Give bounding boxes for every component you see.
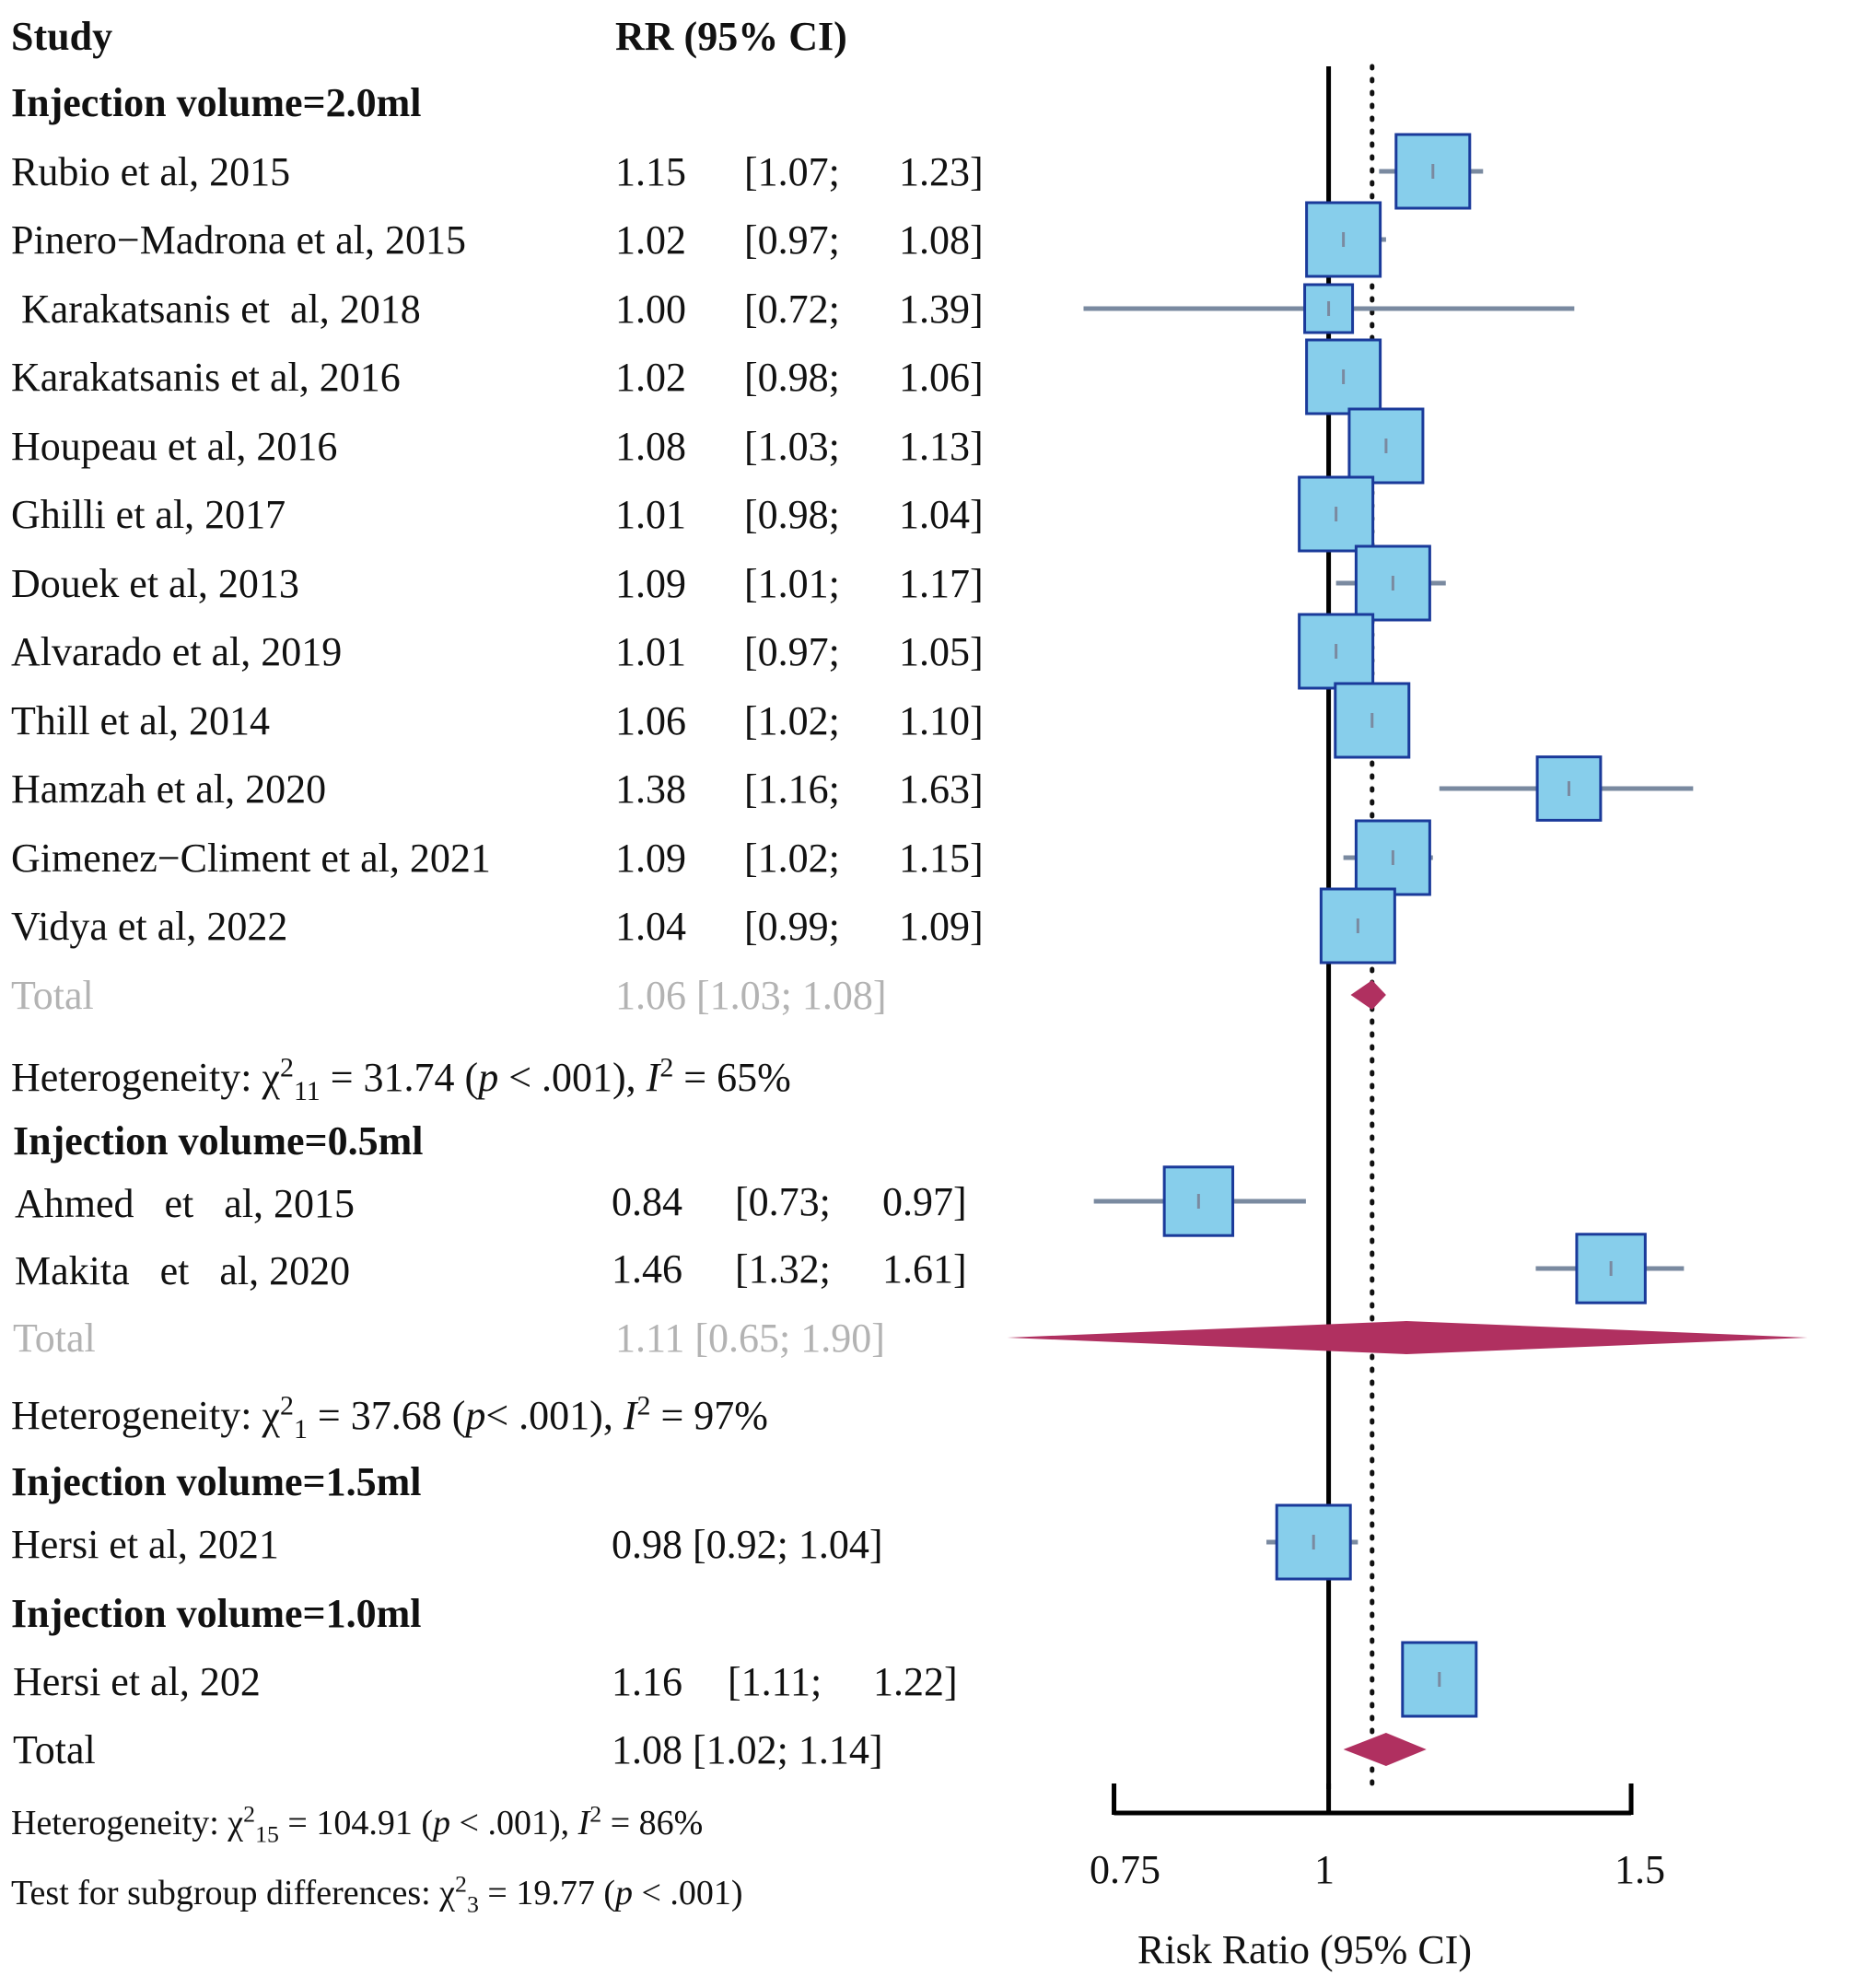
study-name: Thill et al, 2014	[11, 698, 271, 743]
study-rr: 1.02	[615, 355, 686, 400]
rr-column-header: RR (95% CI)	[615, 14, 847, 59]
study-effect-box	[1305, 201, 1382, 278]
study-rr: 1.16	[612, 1659, 682, 1704]
study-ci-low: [0.72;	[744, 287, 840, 332]
study-ci-low: [1.16;	[744, 766, 840, 812]
study-ci-low: [1.32;	[735, 1246, 831, 1292]
study-rr: 0.84	[612, 1179, 682, 1224]
study-name: Gimenez−Climent et al, 2021	[11, 836, 491, 881]
x-tick-label: 1	[1314, 1847, 1335, 1892]
study-ci-low: [1.11;	[728, 1659, 822, 1704]
subgroup-total-label: Total	[11, 973, 94, 1018]
subgroup-total-diamond	[1007, 1321, 1808, 1354]
study-ci-high: 1.22]	[873, 1659, 958, 1704]
subgroup-label: Injection volume=1.5ml	[11, 1459, 422, 1504]
study-name: Rubio et al, 2015	[11, 149, 291, 194]
study-ci-high: 1.17]	[899, 561, 984, 606]
study-ci-low: [1.02;	[744, 836, 840, 881]
study-ci-high: 1.63]	[899, 766, 984, 812]
subgroup-label: Injection volume=0.5ml	[13, 1118, 424, 1164]
subgroup-total-diamond	[1350, 980, 1386, 1010]
study-ci-low: [1.03;	[744, 424, 840, 469]
study-ci-low: [0.97;	[744, 217, 840, 263]
overall-total-value: 1.08 [1.02; 1.14]	[612, 1727, 883, 1772]
study-ci-high: 1.39]	[899, 287, 984, 332]
x-tick-label: 1.5	[1615, 1847, 1665, 1892]
study-name: Pinero−Madrona et al, 2015	[11, 217, 467, 263]
overall-heterogeneity-text: Heterogeneity: χ215 = 104.91 (p < .001),…	[11, 1800, 704, 1848]
study-name: Alvarado et al, 2019	[11, 629, 343, 674]
subgroup-label: Injection volume=1.0ml	[11, 1591, 422, 1636]
study-ci-high: 1.10]	[899, 698, 984, 743]
study-name: Hersi et al, 202	[13, 1659, 261, 1704]
heterogeneity-text: Heterogeneity: χ21 = 37.68 (p< .001), I2…	[11, 1390, 768, 1444]
study-rr: 1.09	[615, 561, 686, 606]
study-rr: 1.08	[615, 424, 686, 469]
study-ci-low: [0.97;	[744, 629, 840, 674]
study-rr: 1.04	[615, 904, 686, 949]
study-rr: 1.02	[615, 217, 686, 263]
study-ci-high: 1.06]	[899, 355, 984, 400]
study-ci-high: 1.61]	[882, 1246, 967, 1292]
study-rr: 1.15	[615, 149, 686, 194]
study-ci-low: [0.98;	[744, 492, 840, 537]
heterogeneity-text: Heterogeneity: χ211 = 31.74 (p < .001), …	[11, 1052, 791, 1106]
x-axis-label: Risk Ratio (95% CI)	[1137, 1927, 1472, 1972]
study-ci-low: [0.98;	[744, 355, 840, 400]
study-name: Ghilli et al, 2017	[11, 492, 286, 537]
study-ci-high: 1.08]	[899, 217, 984, 263]
subgroup-test-text: Test for subgroup differences: χ23 = 19.…	[11, 1870, 743, 1918]
study-ci-high: 1.13]	[899, 424, 984, 469]
subgroup-total-value: 1.11 [0.65; 1.90]	[615, 1316, 885, 1361]
study-rr: 1.46	[612, 1246, 682, 1292]
study-name: Houpeau et al, 2016	[11, 424, 338, 469]
subgroup-label: Injection volume=2.0ml	[11, 80, 422, 125]
study-ci-low: [1.02;	[744, 698, 840, 743]
study-rr: 1.01	[615, 492, 686, 537]
study-name: Hamzah et al, 2020	[11, 766, 327, 812]
study-name: Makita et al, 2020	[15, 1248, 351, 1293]
study-ci-high: 1.05]	[899, 629, 984, 674]
study-rr: 1.01	[615, 629, 686, 674]
subgroup-total-value: 1.06 [1.03; 1.08]	[615, 973, 887, 1018]
study-rr: 1.38	[615, 766, 686, 812]
study-name: Karakatsanis et al, 2016	[11, 355, 401, 400]
study-rr: 1.09	[615, 836, 686, 881]
study-ci-high: 0.97]	[882, 1179, 967, 1224]
study-ci-low: [0.73;	[735, 1179, 831, 1224]
overall-total-label: Total	[13, 1727, 96, 1772]
study-rr: 1.00	[615, 287, 686, 332]
study-ci-high: 1.04]	[899, 492, 984, 537]
study-name: Vidya et al, 2022	[11, 904, 288, 949]
study-ci-low: [1.07;	[744, 149, 840, 194]
study-ci-high: 1.23]	[899, 149, 984, 194]
study-ci-low: [1.01;	[744, 561, 840, 606]
study-rr: 1.06	[615, 698, 686, 743]
study-ci-high: 1.15]	[899, 836, 984, 881]
subgroup-total-label: Total	[13, 1316, 96, 1361]
study-name: Karakatsanis et al, 2018	[11, 287, 421, 332]
study-name: Ahmed et al, 2015	[15, 1181, 356, 1226]
study-name: Hersi et al, 2021	[11, 1522, 279, 1567]
study-rr-ci: 0.98 [0.92; 1.04]	[612, 1522, 883, 1567]
x-tick-label: 0.75	[1090, 1847, 1160, 1892]
study-ci-low: [0.99;	[744, 904, 840, 949]
study-column-header: Study	[11, 14, 113, 59]
overall-total-diamond	[1343, 1733, 1427, 1766]
study-name: Douek et al, 2013	[11, 561, 299, 606]
study-ci-high: 1.09]	[899, 904, 984, 949]
